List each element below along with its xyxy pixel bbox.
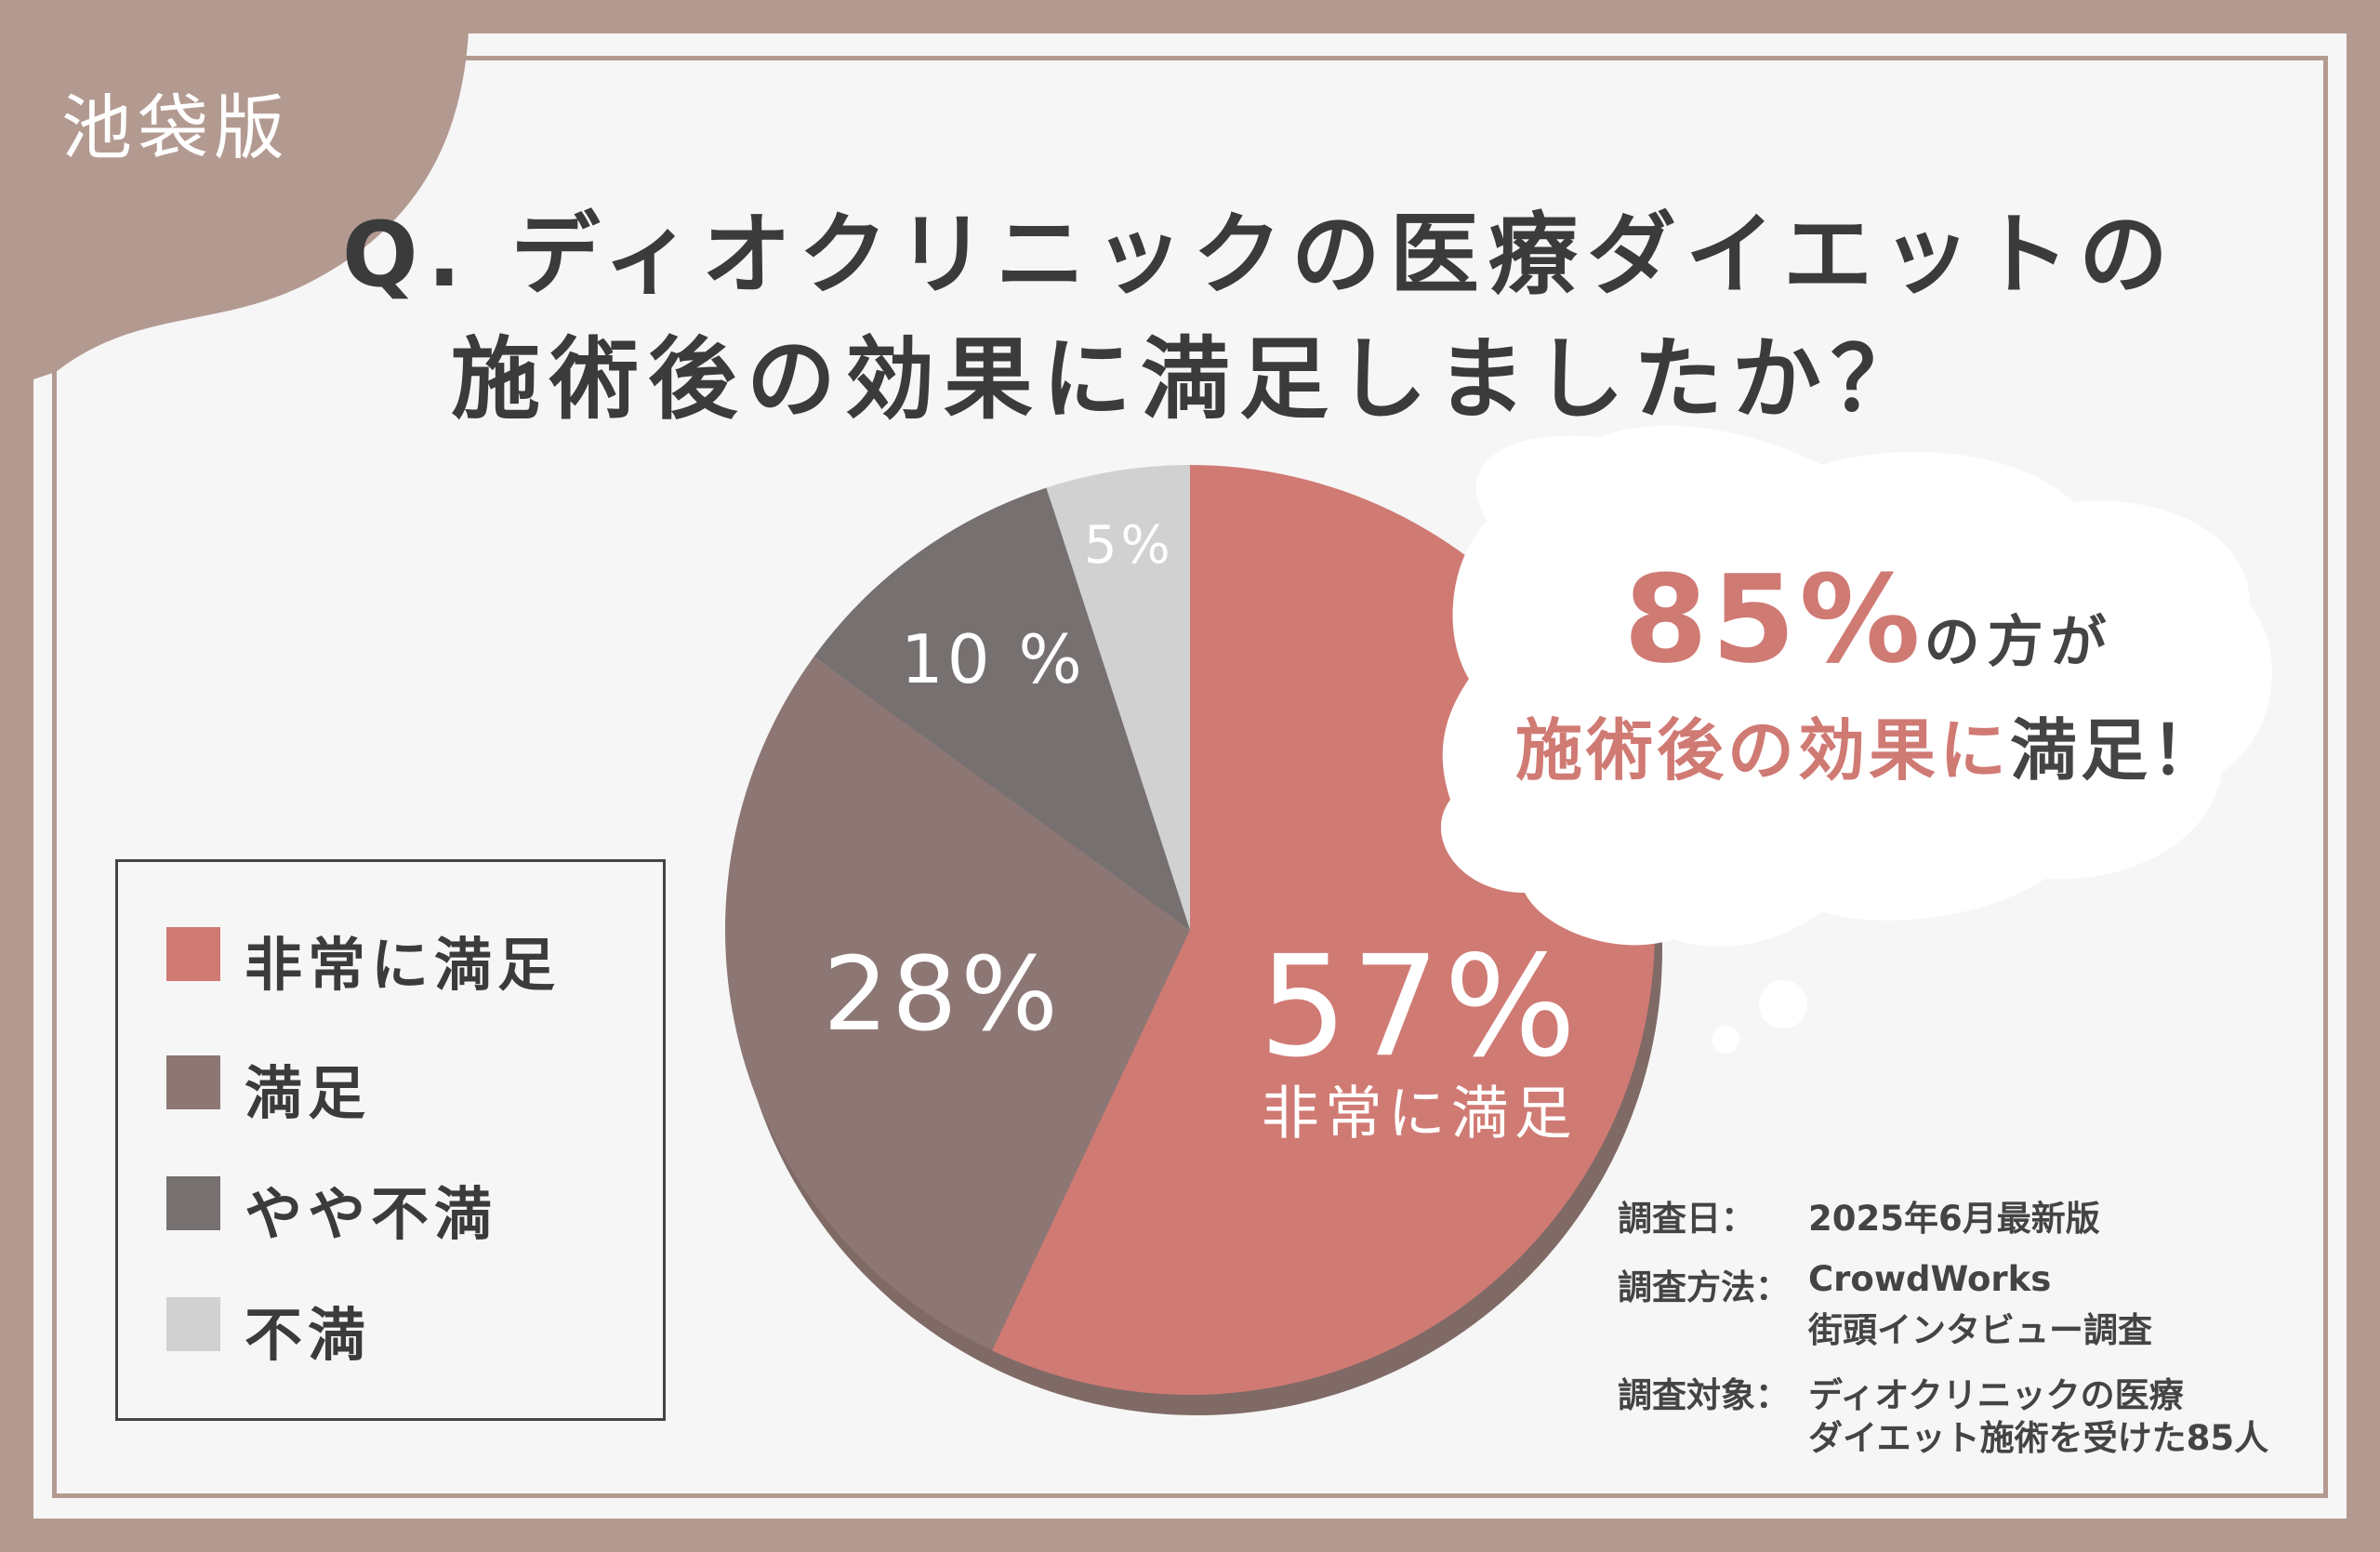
pie-labels: 57%非常に満足 28% 10 % 5% [823,515,1580,1147]
pie-label-1: 28% [823,935,1062,1054]
callout-percent: 85% [1623,549,1924,690]
pie-slice-3 [1046,465,1190,930]
legend-swatch-very-satisfied [166,927,220,981]
pie-sublabel-0: 非常に満足 [1262,1079,1578,1147]
callout-line-1: 85%の方が [1450,549,2287,690]
callout-tail: 満足！ [2010,711,2223,789]
survey-date-key: 調査日： [1618,1199,1755,1239]
legend-swatch-somewhat-dissatisfied [166,1176,220,1230]
legend-swatch-dissatisfied [166,1297,220,1351]
pie-slice-2 [813,487,1190,930]
survey-date-value: 2025年6月最新版 [1808,1199,2100,1239]
survey-target-value-2: ダイエット施術を受けた85人 [1808,1418,2269,1458]
region-label: 池袋版 [61,86,290,169]
survey-method-value-1: CrowdWorks [1808,1259,2052,1299]
survey-target-value-1: ディオクリニックの医療 [1808,1375,2184,1415]
legend-label-satisfied: 満足 [245,1059,372,1127]
title-line-2: 施術後の効果に満足しましたか？ [451,327,1929,431]
pie-label-2: 10 % [901,620,1086,698]
pie-label-0: 57% [1259,926,1580,1088]
callout-line-2: 施術後の効果に満足！ [1450,696,2287,793]
legend-swatch-satisfied [166,1055,220,1109]
callout-accent: 施術後の効果に [1514,711,2010,789]
region-corner-tab [0,0,469,391]
legend-label-very-satisfied: 非常に満足 [245,931,562,999]
callout-text: 85%の方が 施術後の効果に満足！ [1450,549,2287,793]
pie-slice-1 [725,657,1190,1351]
legend: 非常に満足 満足 やや不満 不満 [115,859,666,1421]
legend-label-somewhat-dissatisfied: やや不満 [245,1180,498,1248]
callout-percent-suffix: の方が [1924,610,2114,675]
survey-method-key: 調査方法： [1618,1267,1790,1307]
legend-label-dissatisfied: 不満 [245,1301,372,1369]
pie-label-3: 5% [1084,515,1174,576]
survey-method-value-2: 街頭インタビュー調査 [1808,1310,2152,1350]
survey-target-key: 調査対象： [1618,1375,1790,1415]
title-line-1: Q. ディオクリニックの医療ダイエットの [342,203,2177,307]
